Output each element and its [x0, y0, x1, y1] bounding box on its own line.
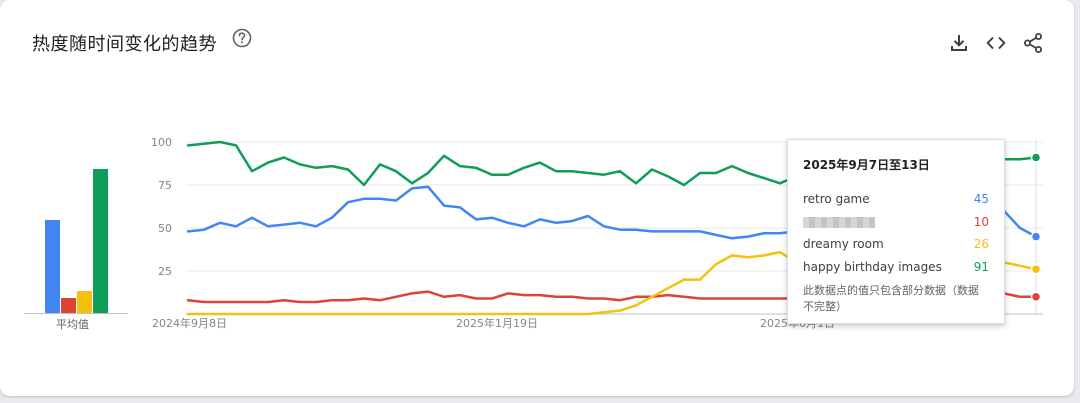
- tooltip-row-retro-game: retro game 45: [803, 192, 989, 215]
- y-tick-label: 100: [151, 136, 172, 149]
- download-icon[interactable]: [948, 32, 970, 54]
- code-icon[interactable]: [985, 32, 1007, 54]
- hover-point: [1030, 291, 1042, 303]
- tooltip-series-value: 91: [973, 259, 989, 274]
- tooltip-partial-note: 此数据点的值只包含部分数据（数据不完整）: [803, 284, 979, 313]
- y-tick-label: 25: [158, 265, 172, 278]
- tooltip-row-hidden: 10: [803, 215, 989, 238]
- chart-title: 热度随时间变化的趋势: [32, 34, 217, 55]
- x-tick-label: 2024年9月8日: [152, 316, 227, 330]
- x-tick-label: 2025年1月19日: [456, 316, 538, 330]
- hover-point: [1030, 152, 1042, 163]
- average-axis: [24, 313, 128, 314]
- hover-point: [1030, 231, 1042, 242]
- data-tooltip: 2025年9月7日至13日 retro game 45 10 dreamy ro…: [787, 139, 1005, 324]
- average-bar: [93, 168, 108, 313]
- average-bar: [77, 290, 92, 313]
- share-icon[interactable]: [1022, 32, 1044, 54]
- y-tick-label: 75: [158, 179, 172, 192]
- average-label: 平均值: [56, 318, 89, 331]
- average-bar: [61, 297, 76, 313]
- tooltip-series-name: dreamy room: [803, 237, 884, 251]
- tooltip-row-happy-birthday: happy birthday images 91: [803, 260, 989, 283]
- tooltip-series-name: happy birthday images: [803, 259, 942, 274]
- average-bar: [45, 220, 60, 313]
- help-circle-icon[interactable]: [232, 28, 252, 48]
- tooltip-series-value: 26: [973, 237, 989, 251]
- tooltip-series-name: retro game: [803, 192, 870, 206]
- blurred-series-name: [803, 216, 875, 228]
- tooltip-series-value: 45: [973, 192, 989, 206]
- y-tick-label: 50: [158, 222, 172, 235]
- hover-point: [1030, 264, 1042, 275]
- tooltip-series-value: 10: [973, 214, 989, 229]
- tooltip-row-dreamy-room: dreamy room 26: [803, 237, 989, 260]
- tooltip-date: 2025年9月7日至13日: [803, 158, 930, 172]
- trend-card: 热度随时间变化的趋势 平均值 25 50 75 100 2024年9月8日 2025年1月…: [0, 0, 1074, 396]
